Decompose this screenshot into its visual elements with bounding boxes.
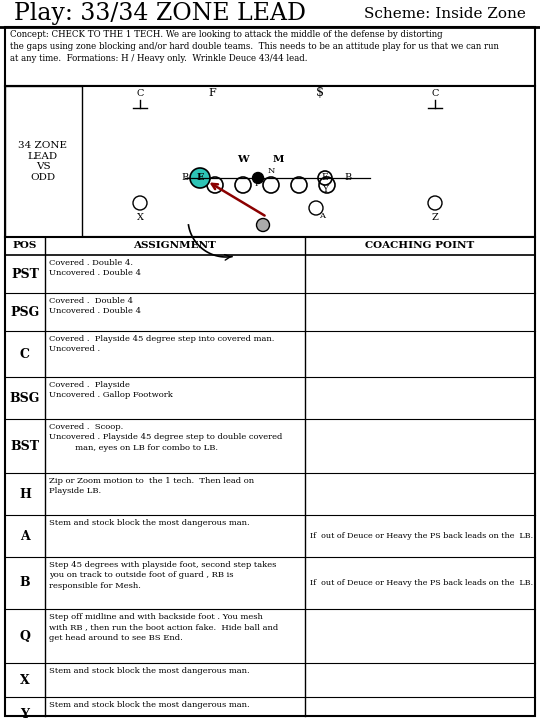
Text: 34 ZONE
LEAD
VS
ODD: 34 ZONE LEAD VS ODD (18, 141, 68, 181)
Text: Z: Z (431, 212, 438, 222)
Text: B: B (19, 577, 30, 590)
Circle shape (253, 173, 264, 184)
Text: C: C (431, 89, 438, 99)
Text: If  out of Deuce or Heavy the PS back leads on the  LB.: If out of Deuce or Heavy the PS back lea… (310, 579, 533, 587)
Text: Concept: CHECK TO THE 1 TECH. We are looking to attack the middle of the defense: Concept: CHECK TO THE 1 TECH. We are loo… (10, 30, 499, 63)
Text: C: C (20, 348, 30, 361)
Text: Stem and stock block the most dangerous man.: Stem and stock block the most dangerous … (49, 701, 249, 709)
Text: A: A (20, 529, 30, 542)
Text: B: B (345, 174, 352, 182)
Text: Step off midline and with backside foot . You mesh
with RB , then run the boot a: Step off midline and with backside foot … (49, 613, 278, 642)
Text: F: F (208, 88, 216, 98)
Text: E: E (322, 174, 328, 182)
Text: BST: BST (10, 439, 39, 452)
Circle shape (256, 218, 269, 232)
Text: Covered .  Playside
Uncovered . Gallop Footwork: Covered . Playside Uncovered . Gallop Fo… (49, 381, 173, 400)
Text: Play: 33/34 ZONE LEAD: Play: 33/34 ZONE LEAD (14, 2, 306, 25)
Text: B: B (181, 174, 188, 182)
Text: POS: POS (13, 241, 37, 251)
Text: C: C (136, 89, 144, 99)
Text: Covered .  Scoop.
Uncovered . Playside 45 degree step to double covered
        : Covered . Scoop. Uncovered . Playside 45… (49, 423, 282, 452)
Text: PST: PST (11, 268, 39, 281)
Text: Y: Y (322, 186, 328, 194)
Text: BSG: BSG (10, 392, 40, 405)
Text: H: H (19, 487, 31, 500)
Text: W: W (237, 156, 249, 164)
Text: A: A (319, 212, 325, 220)
Text: X: X (20, 673, 30, 686)
Text: If  out of Deuce or Heavy the PS back leads on the  LB.: If out of Deuce or Heavy the PS back lea… (310, 532, 533, 540)
Text: Covered . Double 4.
Uncovered . Double 4: Covered . Double 4. Uncovered . Double 4 (49, 259, 141, 277)
Text: Covered .  Double 4
Uncovered . Double 4: Covered . Double 4 Uncovered . Double 4 (49, 297, 141, 315)
Text: $: $ (316, 86, 324, 99)
Bar (5, 237, 535, 716)
Text: Step 45 degrees with playside foot, second step takes
you on track to outside fo: Step 45 degrees with playside foot, seco… (49, 561, 276, 590)
Bar (5, 86, 535, 237)
Text: Q: Q (19, 629, 30, 642)
Text: I: I (254, 180, 258, 188)
Text: X: X (137, 212, 144, 222)
Text: Y: Y (21, 708, 30, 720)
Text: Scheme: Inside Zone: Scheme: Inside Zone (364, 6, 526, 20)
Text: M: M (272, 156, 284, 164)
Text: N: N (267, 167, 275, 175)
Bar (5, 27, 535, 86)
Text: PSG: PSG (10, 305, 39, 318)
Circle shape (190, 168, 210, 188)
Text: E: E (196, 174, 204, 182)
Text: Zip or Zoom motion to  the 1 tech.  Then lead on
Playside LB.: Zip or Zoom motion to the 1 tech. Then l… (49, 477, 254, 495)
Text: Stem and stock block the most dangerous man.: Stem and stock block the most dangerous … (49, 519, 249, 527)
Bar (5, 86, 82, 237)
Text: Covered .  Playside 45 degree step into covered man.
Uncovered .: Covered . Playside 45 degree step into c… (49, 335, 274, 354)
Text: ASSIGNMENT: ASSIGNMENT (133, 241, 217, 251)
Text: COACHING POINT: COACHING POINT (366, 241, 475, 251)
Text: Stem and stock block the most dangerous man.: Stem and stock block the most dangerous … (49, 667, 249, 675)
